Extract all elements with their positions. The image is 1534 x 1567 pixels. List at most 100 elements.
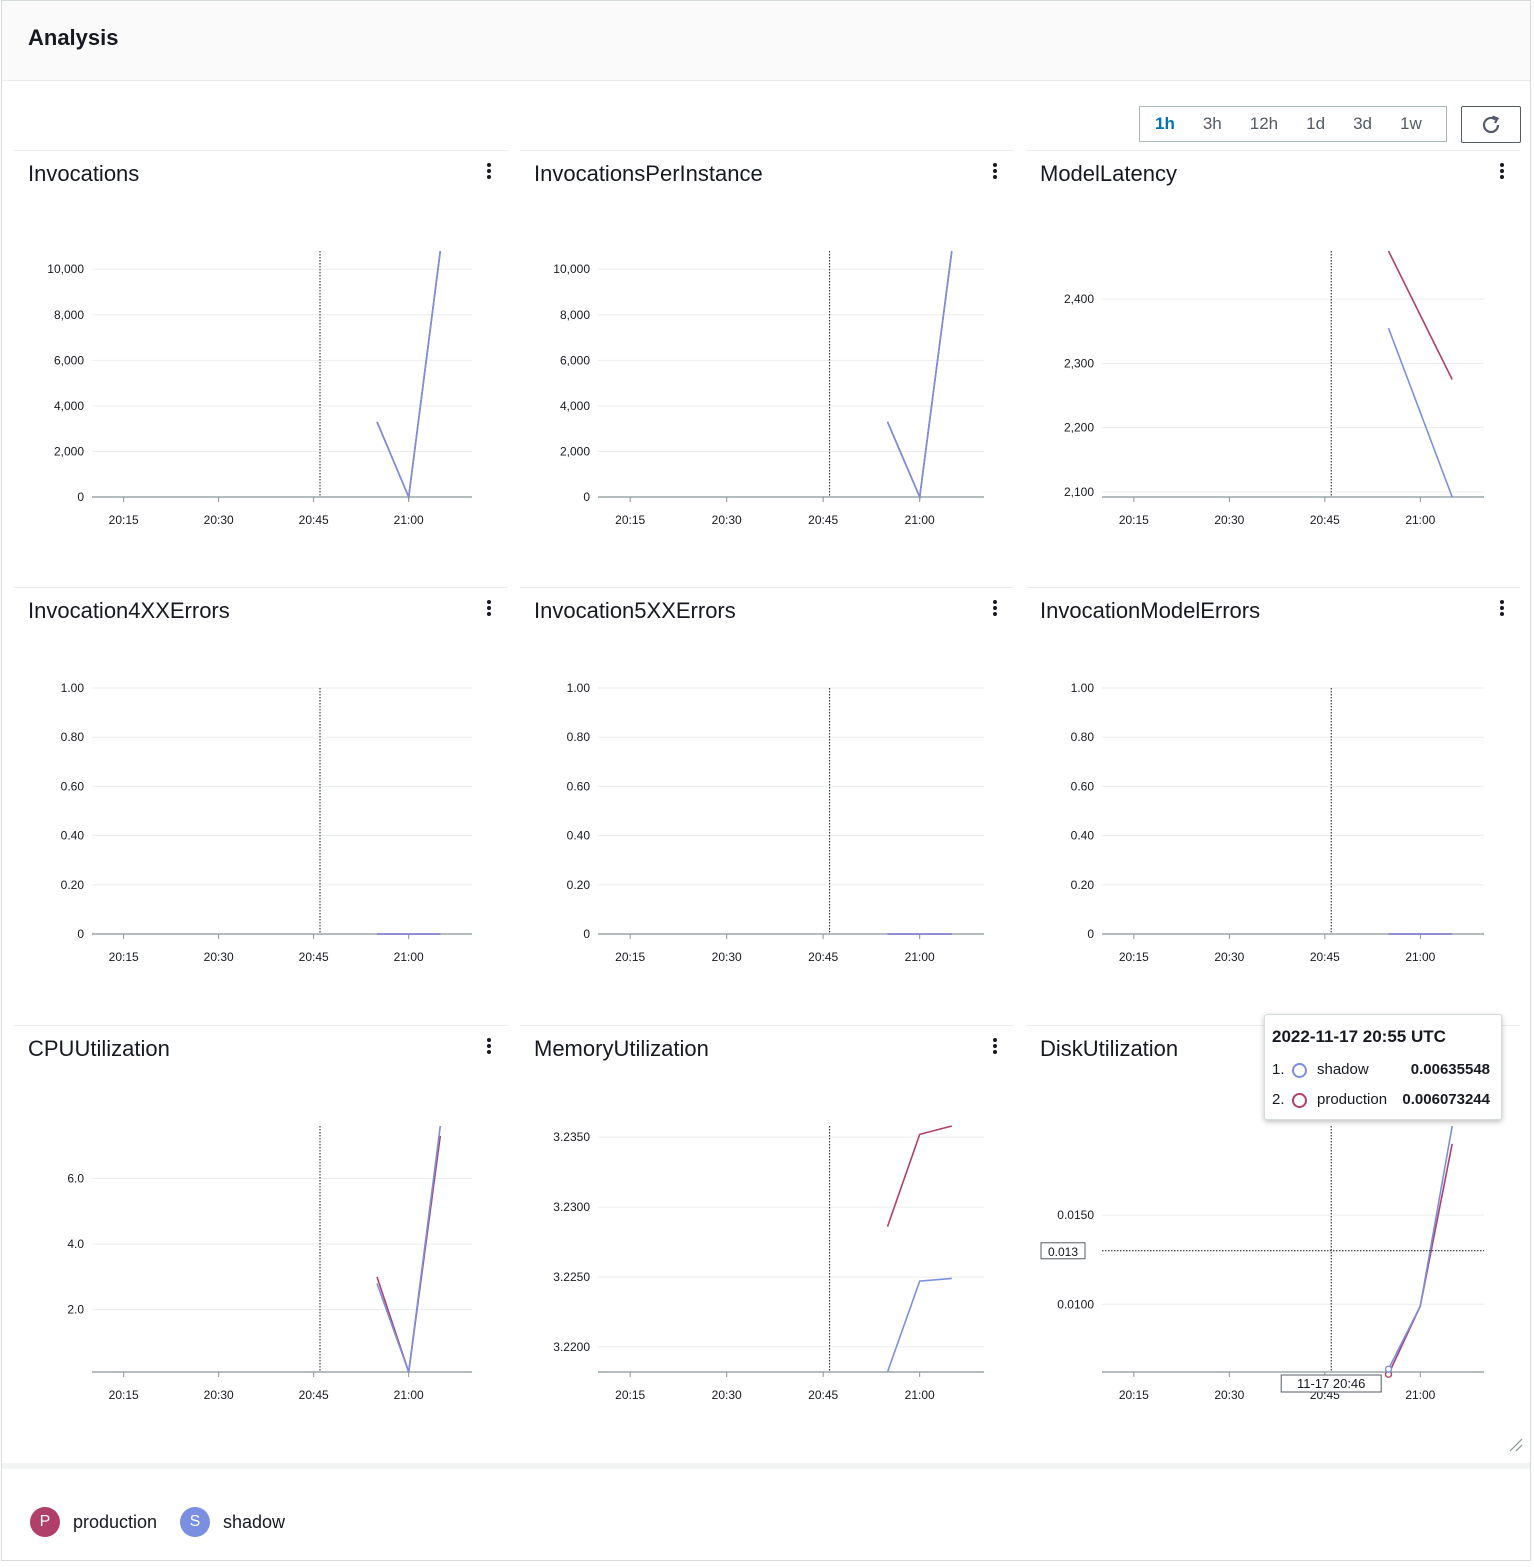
range-1h-button[interactable]: 1h: [1155, 114, 1175, 133]
series-line-shadow[interactable]: [376, 250, 442, 501]
tooltip-row-index: 1.: [1272, 1061, 1285, 1078]
tooltip-title: 2022-11-17 20:55 UTC: [1272, 1027, 1446, 1046]
metric-panel: Invocations 0 2,000 4,000 6,000 8,000 10,000 20…: [14, 150, 508, 551]
more-options-icon[interactable]: [484, 1038, 494, 1058]
range-1d-button[interactable]: 1d: [1306, 114, 1326, 133]
hover-point-shadow: [1384, 1365, 1393, 1373]
production-avatar: P: [30, 1507, 60, 1537]
legend-item-shadow[interactable]: S shadow: [180, 1507, 285, 1537]
y-tick-label: 0: [1087, 927, 1094, 941]
metric-panel: InvocationsPerInstance 0 2,000 4,000 6,000 8,…: [520, 150, 1014, 551]
panel-title: InvocationModelErrors: [1040, 598, 1261, 623]
analysis-header: Analysis: [2, 1, 1530, 81]
crosshair-y-label: 0.013: [1048, 1245, 1078, 1259]
y-tick-label: 0.20: [567, 878, 591, 892]
more-options-icon[interactable]: [484, 163, 494, 183]
metric-panel: MemoryUtilization 3.2200 3.2250 3.2300 3.235…: [520, 1025, 1014, 1426]
panel-title: InvocationsPerInstance: [534, 161, 763, 186]
x-tick-label: 20:15: [109, 513, 139, 527]
legend-label: production: [73, 1511, 158, 1532]
x-tick-label: 20:45: [1310, 513, 1340, 527]
metric-chart[interactable]: 0 2,000 4,000 6,000 8,000 10,000 20:15 20:30 20:…: [14, 151, 508, 551]
range-12h-button[interactable]: 12h: [1249, 114, 1279, 133]
series-line-shadow[interactable]: [1387, 1125, 1453, 1370]
metric-panel: InvocationModelErrors 0 0.20 0.40 0.60 0.80 1.…: [1026, 587, 1520, 988]
y-tick-label: 3.2300: [553, 1200, 590, 1214]
y-tick-label: 0: [77, 927, 84, 941]
more-options-icon[interactable]: [990, 163, 1000, 183]
y-tick-label: 10,000: [553, 262, 590, 276]
x-tick-label: 21:00: [394, 513, 424, 527]
refresh-icon: [1482, 114, 1500, 133]
y-tick-label: 3.2350: [553, 1130, 590, 1144]
metric-chart[interactable]: 0 0.20 0.40 0.60 0.80 1.00 20:15 20:30 20:45 21:0…: [520, 588, 1014, 988]
shadow-circle-icon: [1292, 1063, 1307, 1078]
y-tick-label: 0.40: [1071, 829, 1095, 843]
metric-chart[interactable]: 2,100 2,200 2,300 2,400 20:15 20:30 20:45 21:00: [1026, 151, 1520, 551]
series-line-production[interactable]: [376, 250, 442, 501]
x-tick-label: 20:45: [808, 513, 838, 527]
x-tick-label: 20:15: [109, 950, 139, 964]
x-tick-label: 20:15: [1119, 1388, 1149, 1402]
panel-title: DiskUtilization: [1040, 1036, 1179, 1061]
legend-item-production[interactable]: P production: [30, 1507, 157, 1537]
x-tick-label: 21:00: [905, 1388, 935, 1402]
metric-chart[interactable]: 0 0.20 0.40 0.60 0.80 1.00 20:15 20:30 20:45 21:0…: [1026, 588, 1520, 988]
metric-chart[interactable]: 3.2200 3.2250 3.2300 3.2350 20:15 20:30 20:45 2…: [520, 1026, 1014, 1426]
y-tick-label: 6.0: [67, 1171, 84, 1185]
y-tick-label: 10,000: [47, 262, 84, 276]
y-tick-label: 3.2200: [553, 1340, 590, 1354]
y-tick-label: 2,000: [560, 444, 590, 458]
series-line-production[interactable]: [886, 1125, 953, 1227]
x-tick-label: 21:00: [1405, 950, 1435, 964]
y-tick-label: 0.60: [567, 779, 591, 793]
y-tick-label: 2,300: [1064, 356, 1094, 370]
y-tick-label: 1.00: [567, 681, 591, 695]
more-options-icon[interactable]: [484, 600, 494, 620]
series-line-shadow[interactable]: [886, 1277, 952, 1373]
y-tick-label: 1.00: [61, 681, 85, 695]
y-tick-label: 0.80: [567, 730, 591, 744]
y-tick-label: 0.40: [567, 829, 591, 843]
more-options-icon[interactable]: [1497, 163, 1507, 183]
metric-panel: DiskUtilization 0.0100 0.0150 20:15 20:30 20:…: [1026, 1025, 1520, 1426]
y-tick-label: 0.0100: [1057, 1297, 1094, 1311]
x-tick-label: 20:15: [615, 950, 645, 964]
y-tick-label: 4.0: [67, 1237, 84, 1251]
series-line-production[interactable]: [886, 250, 953, 501]
series-line-production[interactable]: [376, 1135, 442, 1373]
resize-handle-icon[interactable]: [1508, 1437, 1524, 1453]
metric-chart[interactable]: 0 2,000 4,000 6,000 8,000 10,000 20:15 20:30 20:…: [520, 151, 1014, 551]
x-tick-label: 20:45: [299, 513, 329, 527]
series-line-production[interactable]: [1387, 250, 1453, 380]
y-tick-label: 2.0: [67, 1303, 84, 1317]
x-tick-label: 21:00: [905, 513, 935, 527]
series-line-shadow[interactable]: [376, 1125, 442, 1373]
metric-chart[interactable]: 0 0.20 0.40 0.60 0.80 1.00 20:15 20:30 20:45 21:0…: [14, 588, 508, 988]
x-tick-label: 20:45: [299, 1388, 329, 1402]
series-line-shadow[interactable]: [886, 250, 953, 501]
x-tick-label: 21:00: [394, 1388, 424, 1402]
more-options-icon[interactable]: [1497, 600, 1507, 620]
range-3h-button[interactable]: 3h: [1202, 114, 1222, 133]
x-tick-label: 20:15: [615, 513, 645, 527]
range-1w-button[interactable]: 1w: [1399, 114, 1422, 133]
tooltip-row-production: 2. production 0.006073244: [1272, 1091, 1494, 1111]
y-tick-label: 0: [583, 490, 590, 504]
series-line-shadow[interactable]: [1387, 327, 1453, 498]
metric-panel: ModelLatency 2,100 2,200 2,300 2,400 20:15 20:…: [1026, 150, 1520, 551]
x-tick-label: 20:30: [712, 513, 742, 527]
metric-chart[interactable]: 2.0 4.0 6.0 20:15 20:30 20:45 21:00: [14, 1026, 508, 1426]
y-tick-label: 8,000: [54, 308, 84, 322]
more-options-icon[interactable]: [990, 600, 1000, 620]
y-tick-label: 2,000: [54, 444, 84, 458]
tooltip-row-name: production: [1317, 1091, 1388, 1108]
y-tick-label: 6,000: [54, 353, 84, 367]
refresh-button[interactable]: [1461, 106, 1521, 143]
range-3d-button[interactable]: 3d: [1353, 114, 1372, 133]
y-tick-label: 0.60: [61, 779, 85, 793]
x-tick-label: 20:45: [299, 950, 329, 964]
more-options-icon[interactable]: [990, 1038, 1000, 1058]
y-tick-label: 0.0150: [1057, 1208, 1094, 1222]
